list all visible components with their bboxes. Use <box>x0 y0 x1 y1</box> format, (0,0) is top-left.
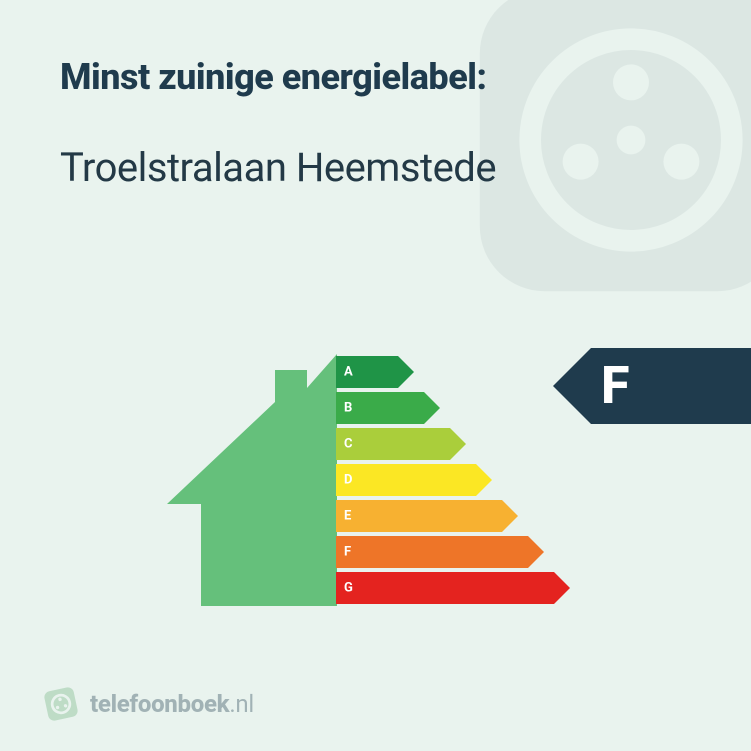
bar-label: E <box>344 509 351 524</box>
energy-bar-d: D <box>336 464 554 496</box>
footer: telefoonboek.nl <box>44 687 254 721</box>
house-icon <box>167 354 337 606</box>
bar-arrow-icon <box>398 356 414 388</box>
energy-bar-a: A <box>336 356 554 388</box>
energy-bar-b: B <box>336 392 554 424</box>
bar-arrow-icon <box>450 428 466 460</box>
bar-body: G <box>336 572 554 604</box>
energy-bars: A B C D E F G <box>336 356 554 604</box>
pointer-arrow <box>553 348 591 424</box>
pointer-letter: F <box>601 360 630 412</box>
bar-arrow-icon <box>476 464 492 496</box>
brand-text: telefoonboek.nl <box>90 690 254 718</box>
bar-arrow-icon <box>424 392 440 424</box>
bar-arrow-icon <box>528 536 544 568</box>
bar-label: F <box>344 545 351 560</box>
bar-body: D <box>336 464 476 496</box>
bar-body: C <box>336 428 450 460</box>
bar-label: A <box>344 365 353 380</box>
bar-label: G <box>344 581 353 596</box>
page-title: Minst zuinige energielabel: <box>60 56 691 98</box>
rating-pointer: F <box>553 348 751 424</box>
bar-label: C <box>344 437 353 452</box>
page-subtitle: Troelstralaan Heemstede <box>60 144 691 191</box>
brand-name: telefoonboek <box>90 690 229 718</box>
bar-label: B <box>344 401 352 416</box>
bar-body: A <box>336 356 398 388</box>
energy-bar-f: F <box>336 536 554 568</box>
bar-body: B <box>336 392 424 424</box>
brand-logo-icon <box>41 684 81 724</box>
energy-chart: A B C D E F G F <box>0 330 751 630</box>
bar-body: F <box>336 536 528 568</box>
energy-bar-e: E <box>336 500 554 532</box>
bar-body: E <box>336 500 502 532</box>
bar-label: D <box>344 473 352 488</box>
pointer-body: F <box>591 348 751 424</box>
energy-bar-g: G <box>336 572 554 604</box>
bar-arrow-icon <box>554 572 570 604</box>
energy-bar-c: C <box>336 428 554 460</box>
bar-arrow-icon <box>502 500 518 532</box>
brand-tld: .nl <box>229 690 254 718</box>
